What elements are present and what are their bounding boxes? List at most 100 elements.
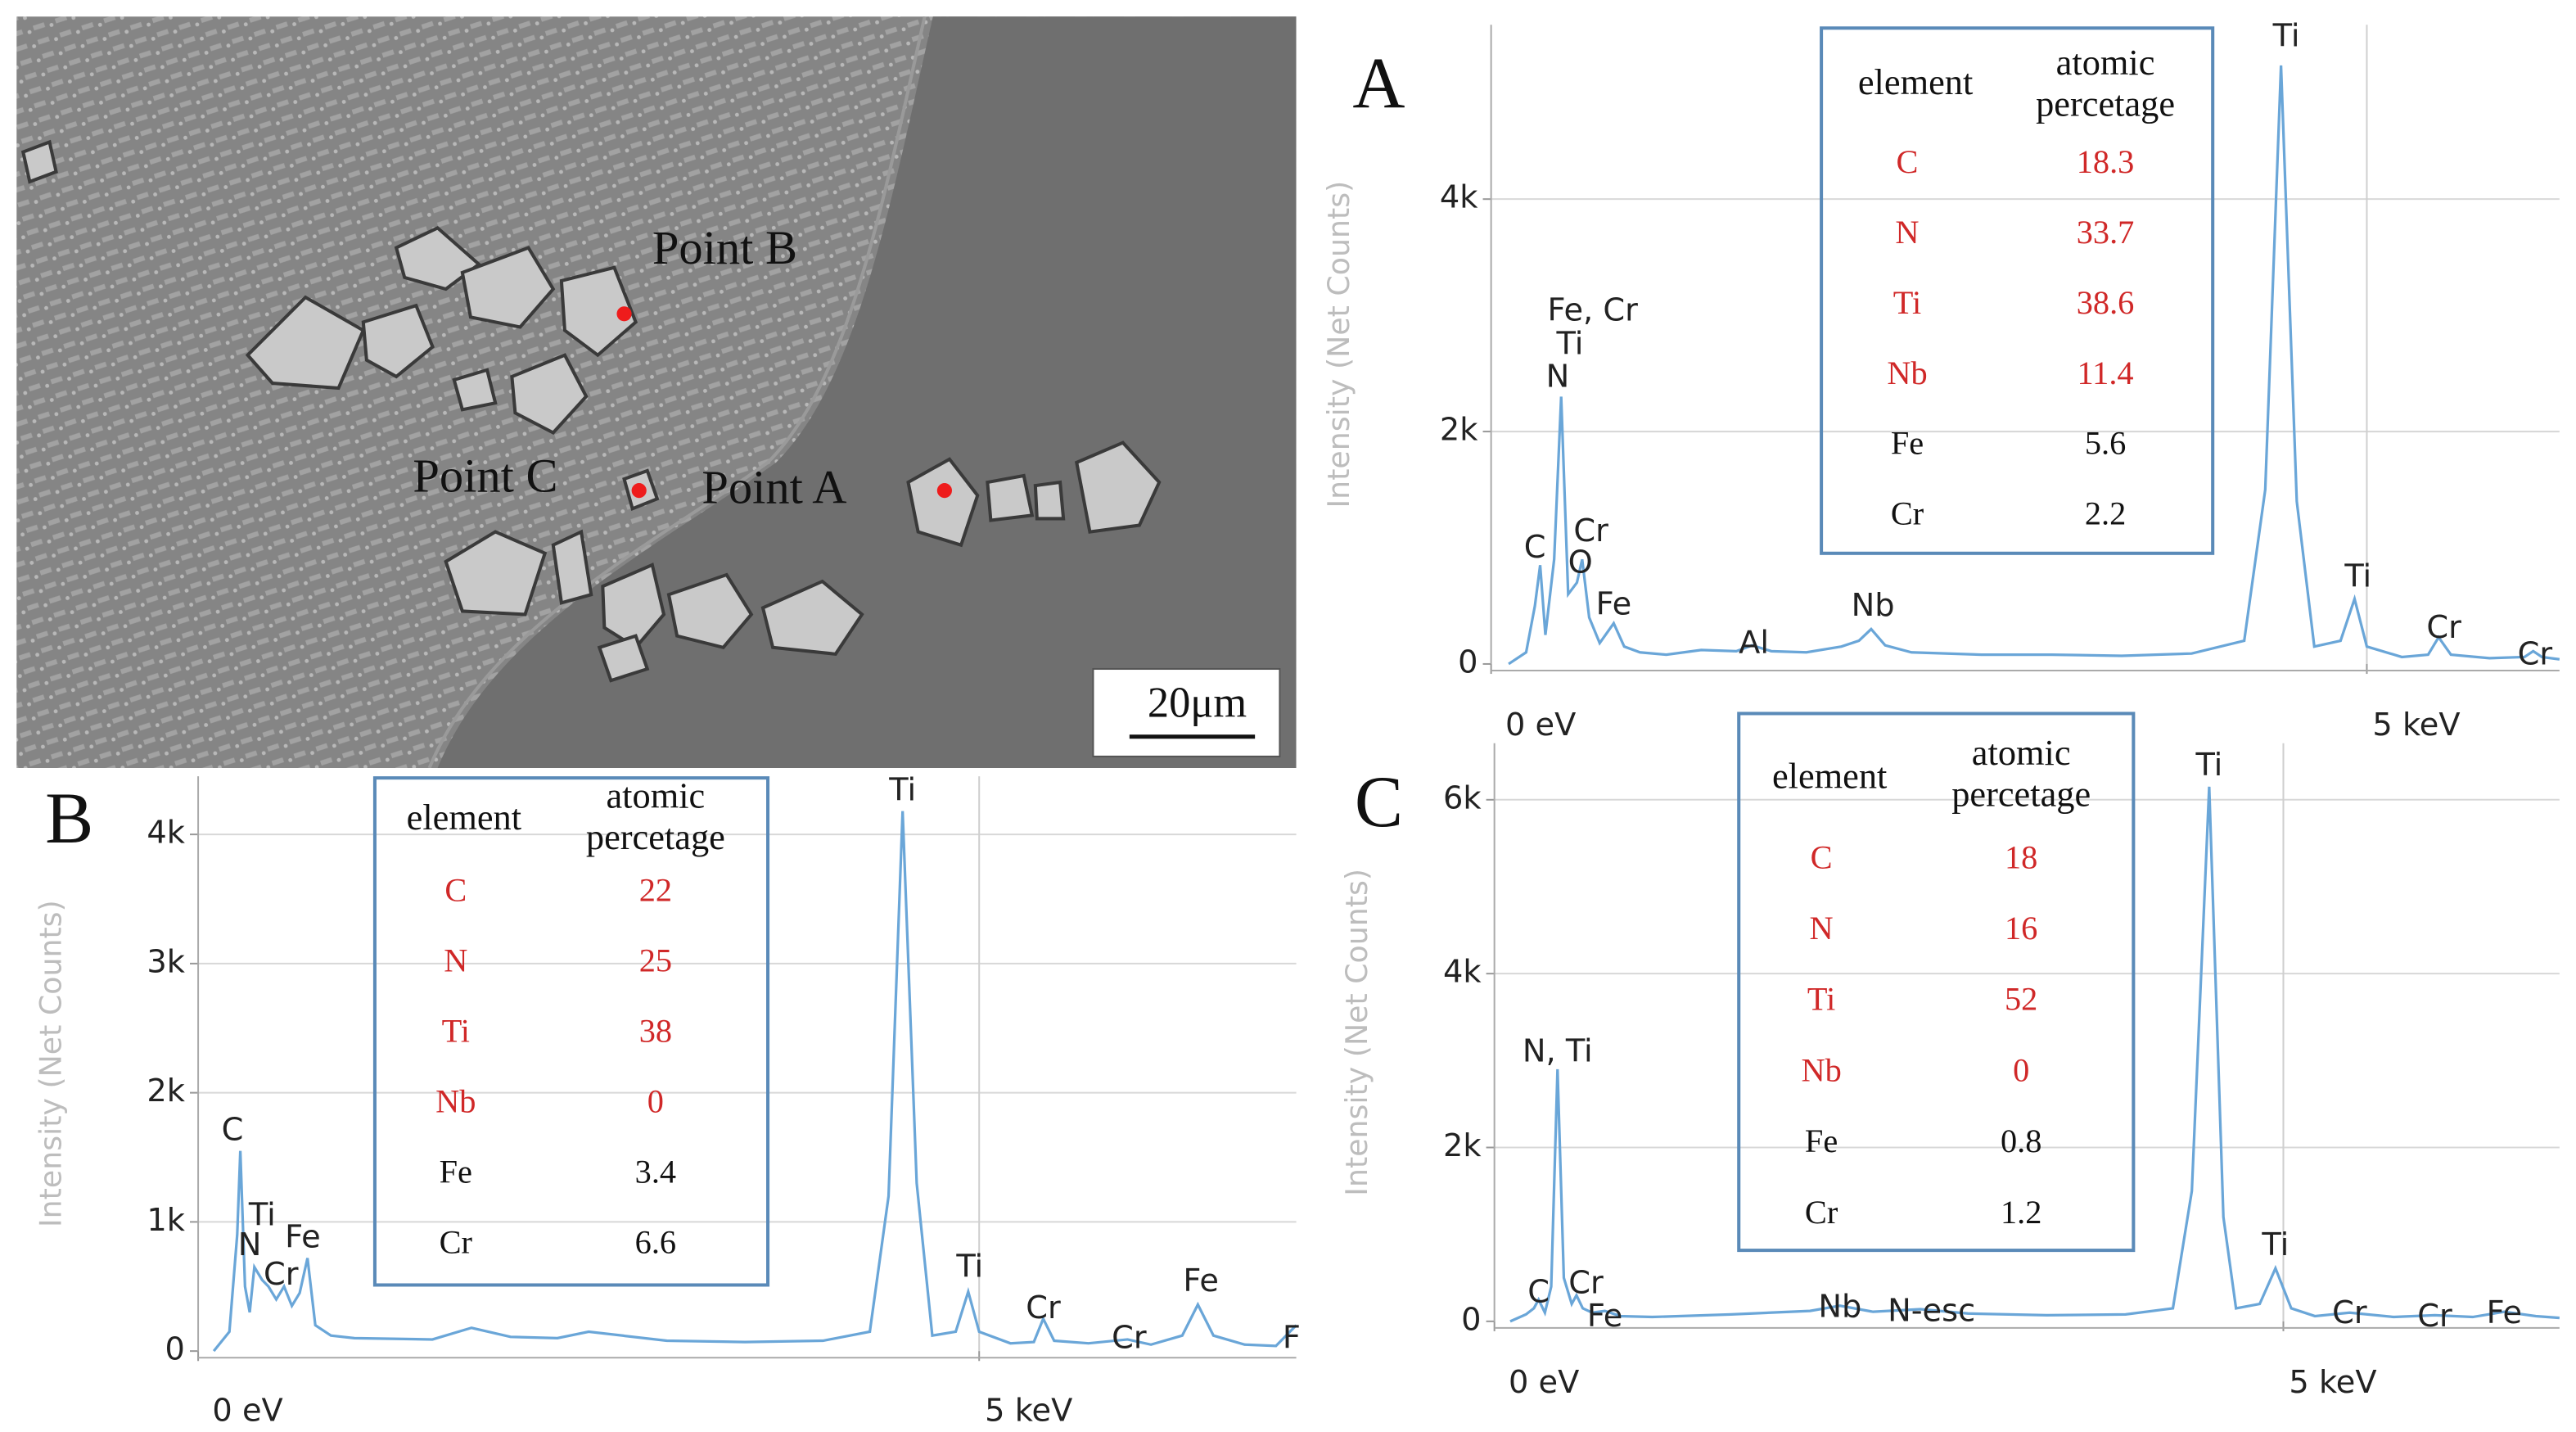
table-cell: 1.2 <box>2001 1194 2041 1231</box>
table-cell: 11.4 <box>2077 355 2134 391</box>
table-cell: C <box>444 872 467 909</box>
point-marker <box>631 483 647 499</box>
peak-label: N <box>1546 358 1570 395</box>
y-axis-label: Intensity (Net Counts) <box>34 900 69 1227</box>
peak-label: N <box>238 1226 262 1263</box>
y-tick-label: 1k <box>147 1202 185 1239</box>
table-cell: 16 <box>2005 910 2037 946</box>
table-cell: 2.2 <box>2085 495 2126 532</box>
table-cell: Ti <box>1893 284 1921 321</box>
point-marker <box>616 306 632 322</box>
sem-boundary <box>427 16 927 769</box>
peak-label: C <box>222 1111 244 1148</box>
table-header: element <box>1858 61 1974 102</box>
panel-letter: A <box>1352 43 1405 124</box>
y-tick-label: 4k <box>1443 954 1482 991</box>
table-cell: 52 <box>2005 981 2037 1018</box>
y-tick-label: 0 <box>1458 644 1477 680</box>
table-cell: Ti <box>1807 981 1835 1018</box>
peak-label: N, Ti <box>1523 1032 1593 1069</box>
scale-bar-label: 20μm <box>1148 679 1247 726</box>
point-label: Point A <box>702 461 846 514</box>
x-tick-label: 0 eV <box>1509 1364 1579 1401</box>
x-tick-label: 5 keV <box>2289 1364 2376 1401</box>
x-tick-label: 5 keV <box>985 1392 1072 1429</box>
table-cell: 0 <box>2013 1051 2029 1088</box>
point-label: Point B <box>652 221 797 274</box>
table-header: element <box>407 797 522 838</box>
peak-label: Nb <box>1818 1288 1861 1325</box>
table-cell: C <box>1811 838 1833 875</box>
peak-label: Fe <box>1183 1263 1219 1299</box>
peak-label: C <box>1527 1273 1550 1310</box>
peak-label: Ti <box>2272 17 2300 54</box>
peak-label: Ti <box>2344 558 2371 594</box>
peak-label: Ti <box>888 772 916 809</box>
spectrum-panel: A 0 2k 4k 0 eV 5 keV Intensity (Net Counts) Fe,… <box>1321 17 2560 743</box>
peak-label: Cr <box>2426 609 2461 646</box>
table-header: percetage <box>586 816 725 857</box>
point-marker <box>936 483 952 499</box>
table-cell: N <box>1895 214 1919 251</box>
peak-label: C <box>1524 529 1546 566</box>
table-header: atomic <box>606 775 705 816</box>
table-cell: 0 <box>647 1082 664 1119</box>
table-cell: Ti <box>442 1012 470 1049</box>
table-box <box>1737 711 2136 1253</box>
spectrum-panel: C 0 2k 4k 6k 0 eV 5 keV Intensity (Net Counts) N… <box>1339 711 2560 1401</box>
table-header: element <box>1772 755 1888 796</box>
peak-label: Cr <box>1026 1290 1061 1326</box>
peak-label: Al <box>1739 624 1769 661</box>
spectrum-line <box>1508 65 2560 666</box>
table-box <box>1820 26 2215 555</box>
table-cell: Cr <box>440 1223 473 1260</box>
y-axis-label: Intensity (Net Counts) <box>1339 869 1374 1196</box>
y-tick-label: 2k <box>147 1073 185 1109</box>
peak-label: Nb <box>1852 587 1895 624</box>
table-cell: 22 <box>639 872 672 909</box>
y-tick-label: 0 <box>165 1331 185 1368</box>
table-cell: C <box>1897 143 1919 180</box>
peak-label: Fe <box>2487 1294 2523 1331</box>
spectrum-panel: B 0 1k 2k 3k 4k 0 eV 5 keV Intensity (Net Counts… <box>34 772 1301 1430</box>
table-header: atomic <box>1972 732 2071 773</box>
table-cell: 5.6 <box>2085 425 2126 462</box>
sem-crystals <box>20 139 1162 683</box>
table-header: percetage <box>2036 83 2175 124</box>
x-tick-label: 0 eV <box>212 1392 282 1429</box>
x-tick-label: 0 eV <box>1505 707 1576 743</box>
y-tick-label: 2k <box>1443 1127 1482 1164</box>
table-cell: Nb <box>1801 1051 1841 1088</box>
table-cell: N <box>1810 910 1834 946</box>
table-box <box>372 776 770 1287</box>
table-cell: Nb <box>435 1082 476 1119</box>
peak-label: Fe <box>1596 585 1632 622</box>
table-cell: 25 <box>639 942 672 979</box>
y-tick-label: 4k <box>1440 179 1478 216</box>
peak-label: Ti <box>2261 1226 2289 1263</box>
peak-label: Cr <box>2332 1294 2367 1331</box>
sem-image: Point B Point C Point A 20μm <box>16 16 1297 769</box>
table-cell: 3.4 <box>635 1153 676 1190</box>
table-cell: 18.3 <box>2077 143 2135 180</box>
table-cell: Fe <box>440 1153 472 1190</box>
peak-label: Cr <box>1112 1319 1147 1356</box>
y-tick-label: 2k <box>1440 412 1478 449</box>
peak-label: F <box>1283 1319 1301 1356</box>
table-cell: 38.6 <box>2077 284 2135 321</box>
table-cell: 6.6 <box>635 1223 676 1260</box>
peak-label: Fe, Cr <box>1548 291 1639 328</box>
panel-letter: C <box>1355 762 1403 842</box>
point-label: Point C <box>413 449 557 502</box>
y-axis-label: Intensity (Net Counts) <box>1321 181 1356 508</box>
table-cell: Fe <box>1891 425 1924 462</box>
table-cell: Cr <box>1805 1194 1838 1231</box>
table-cell: Nb <box>1887 355 1927 391</box>
peak-label: Ti <box>1555 326 1583 363</box>
table-header: atomic <box>2056 42 2155 83</box>
x-tick-label: 5 keV <box>2372 707 2460 743</box>
panel-letter: B <box>45 779 93 859</box>
peak-label: Ti <box>2195 747 2222 784</box>
